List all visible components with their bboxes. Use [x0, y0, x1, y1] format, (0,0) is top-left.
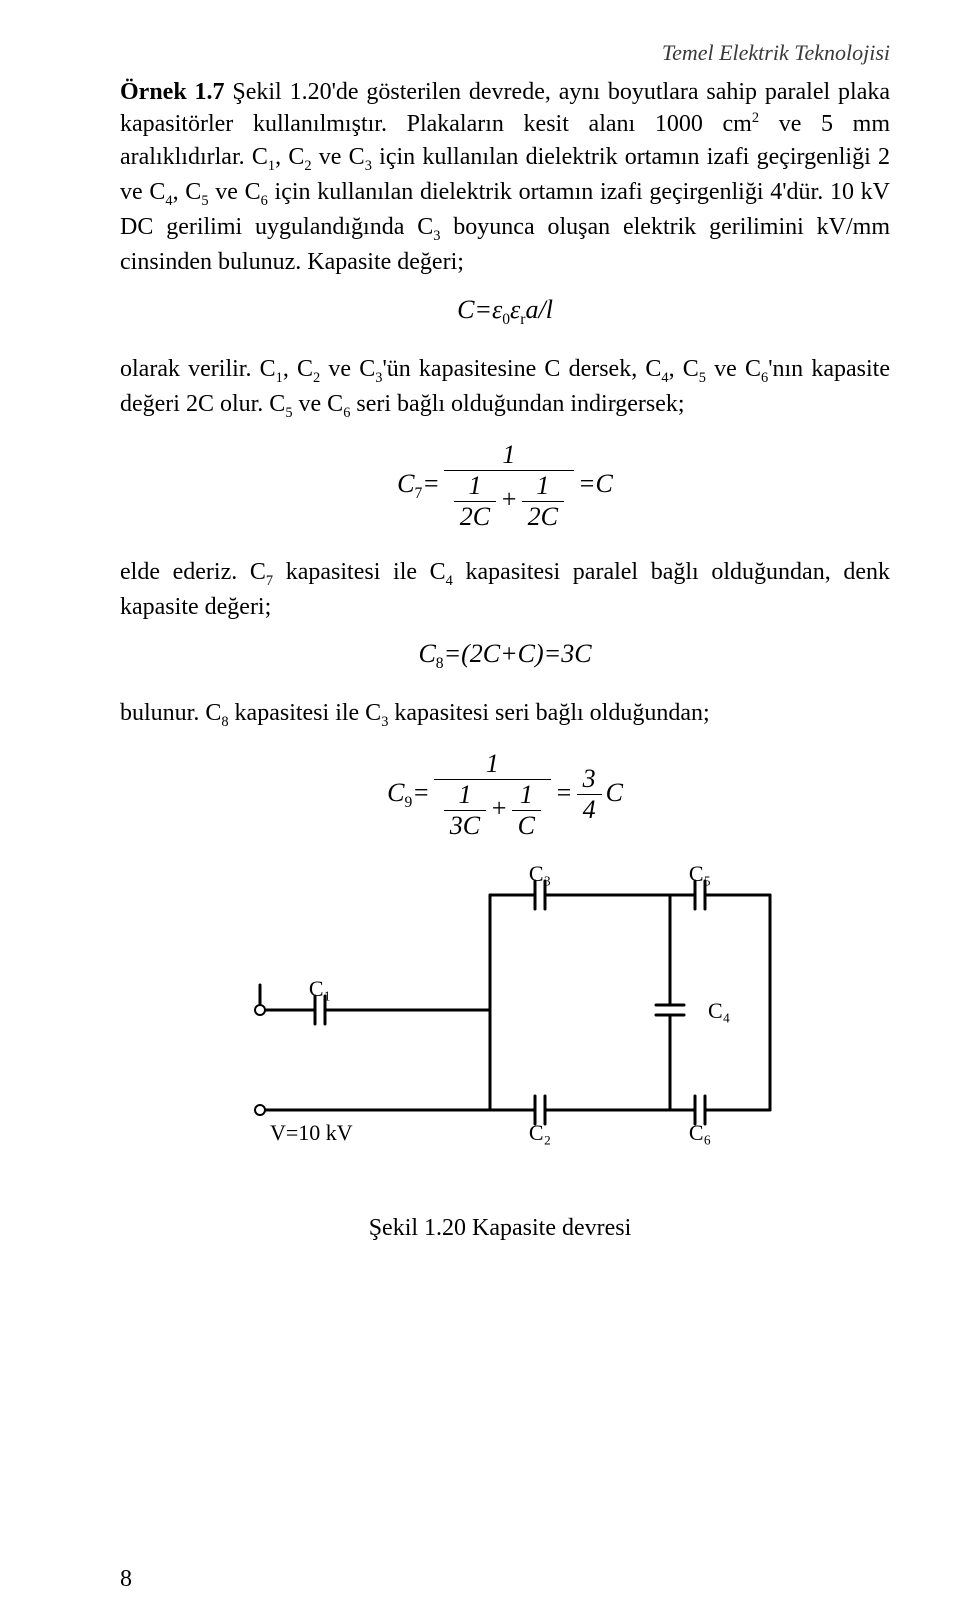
formula-4: C9=113C+1C=34C	[120, 749, 890, 841]
page-number: 8	[120, 1566, 132, 1593]
paragraph-4: bulunur. C8 kapasitesi ile C3 kapasitesi…	[120, 697, 890, 732]
svg-text:C₄: C₄	[708, 998, 730, 1023]
svg-text:C₂: C₂	[529, 1120, 551, 1145]
figure-caption: Şekil 1.20 Kapasite devresi	[200, 1215, 800, 1242]
paragraph-1: Örnek 1.7 Şekil 1.20'de gösterilen devre…	[120, 76, 890, 279]
svg-text:V=10 kV: V=10 kV	[270, 1120, 353, 1145]
formula-2: C7=112C+12C=C	[120, 440, 890, 532]
paragraph-2: olarak verilir. C1, C2 ve C3'ün kapasite…	[120, 353, 890, 423]
svg-text:C₅: C₅	[689, 865, 711, 886]
svg-text:C₁: C₁	[309, 976, 331, 1001]
svg-text:C₆: C₆	[689, 1120, 711, 1145]
circuit-diagram: C₃ C₅ C₂ C₆ C₄ C₁ V=10 kV	[200, 865, 800, 1205]
formula-1: C=ε0εra/l	[120, 295, 890, 329]
svg-text:C₃: C₃	[529, 865, 551, 886]
paragraph-3: elde ederiz. C7 kapasitesi ile C4 kapasi…	[120, 556, 890, 624]
formula-3: C8=(2C+C)=3C	[120, 639, 890, 673]
running-header: Temel Elektrik Teknolojisi	[120, 40, 890, 66]
